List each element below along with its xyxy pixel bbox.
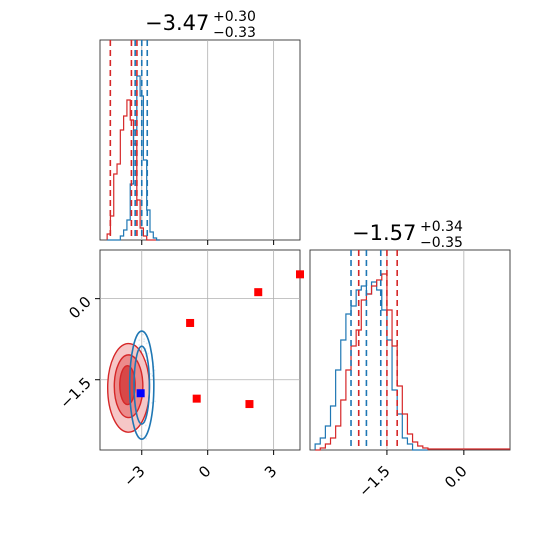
panel-bottom-left-frame bbox=[99, 249, 301, 451]
marker-red-square bbox=[254, 288, 263, 297]
title-param1-minus: −0.33 bbox=[213, 25, 256, 41]
marker-red-square bbox=[296, 270, 304, 279]
scatter-point-blue bbox=[145, 437, 148, 440]
panel-bottom-right-ticks: −1.5 0.0 bbox=[355, 450, 471, 501]
panel-bottom-right-frame bbox=[309, 249, 511, 451]
contour-blue bbox=[133, 345, 151, 425]
scatter-point-blue bbox=[138, 339, 141, 342]
title-param1-value: −3.47 bbox=[145, 11, 209, 35]
histogram-red bbox=[315, 273, 429, 451]
marker-red-square bbox=[192, 394, 201, 403]
title-param2-value: −1.57 bbox=[352, 221, 416, 245]
title-param2-plus: +0.34 bbox=[420, 219, 463, 235]
x-tick-label: 0.0 bbox=[441, 462, 471, 492]
scatter-point-blue bbox=[143, 340, 145, 343]
scatter-point-blue bbox=[139, 434, 142, 437]
contour-red bbox=[119, 364, 136, 406]
scatter-point-blue bbox=[147, 352, 150, 355]
title-param2-minus: −0.35 bbox=[420, 235, 463, 251]
scatter-point-blue bbox=[142, 353, 145, 356]
scatter-point-blue bbox=[143, 338, 146, 341]
marker-blue-square bbox=[136, 389, 145, 398]
panel-top-left-histograms bbox=[106, 75, 160, 241]
panel-bottom-right-histograms bbox=[314, 273, 510, 451]
histogram-blue bbox=[107, 75, 160, 241]
panel-bottom-right-grid bbox=[386, 250, 465, 450]
marker-red-square bbox=[186, 318, 195, 327]
scatter-point-blue bbox=[151, 401, 153, 404]
panel-bottom-left-markers bbox=[136, 270, 304, 409]
scatter-point-blue bbox=[144, 424, 147, 427]
scatter-point-blue bbox=[145, 342, 148, 345]
panel-bottom-right-quantile-lines bbox=[350, 250, 398, 450]
scatter-point-blue bbox=[137, 430, 140, 432]
marker-red-square bbox=[245, 400, 254, 409]
panel-bottom-left: −3 0 3 0.0 −1.5 bbox=[56, 249, 304, 491]
scatter-point-blue bbox=[142, 333, 144, 336]
scatter-point-blue bbox=[138, 344, 141, 346]
panel-top-left: −3.47 +0.30 −0.33 bbox=[99, 9, 301, 245]
x-tick-label: −3 bbox=[120, 462, 148, 490]
panel-bottom-right: −1.5 0.0 −1.57 +0.34 −0.35 bbox=[309, 219, 511, 501]
histogram-blue bbox=[314, 281, 428, 451]
panel-top-left-quantile-lines bbox=[109, 40, 149, 240]
x-tick-label: 3 bbox=[261, 462, 280, 481]
histogram-red bbox=[106, 99, 160, 241]
contour-blue bbox=[128, 330, 155, 440]
panel-bottom-left-contours bbox=[106, 330, 155, 440]
panel-top-left-grid bbox=[141, 40, 275, 240]
x-tick-label: −1.5 bbox=[355, 462, 393, 500]
y-tick-label: 0.0 bbox=[65, 293, 95, 323]
panel-bottom-left-ticks: −3 0 3 0.0 −1.5 bbox=[56, 293, 280, 491]
y-tick-label: −1.5 bbox=[56, 374, 94, 412]
x-tick-label: 0 bbox=[195, 462, 214, 481]
panel-top-left-tick-marks bbox=[141, 240, 275, 245]
title-param1-plus: +0.30 bbox=[213, 9, 256, 25]
scatter-point-blue bbox=[149, 373, 152, 375]
scatter-point-blue bbox=[154, 400, 156, 403]
scatter-point-blue bbox=[142, 350, 145, 352]
panel-top-left-frame bbox=[99, 39, 301, 241]
